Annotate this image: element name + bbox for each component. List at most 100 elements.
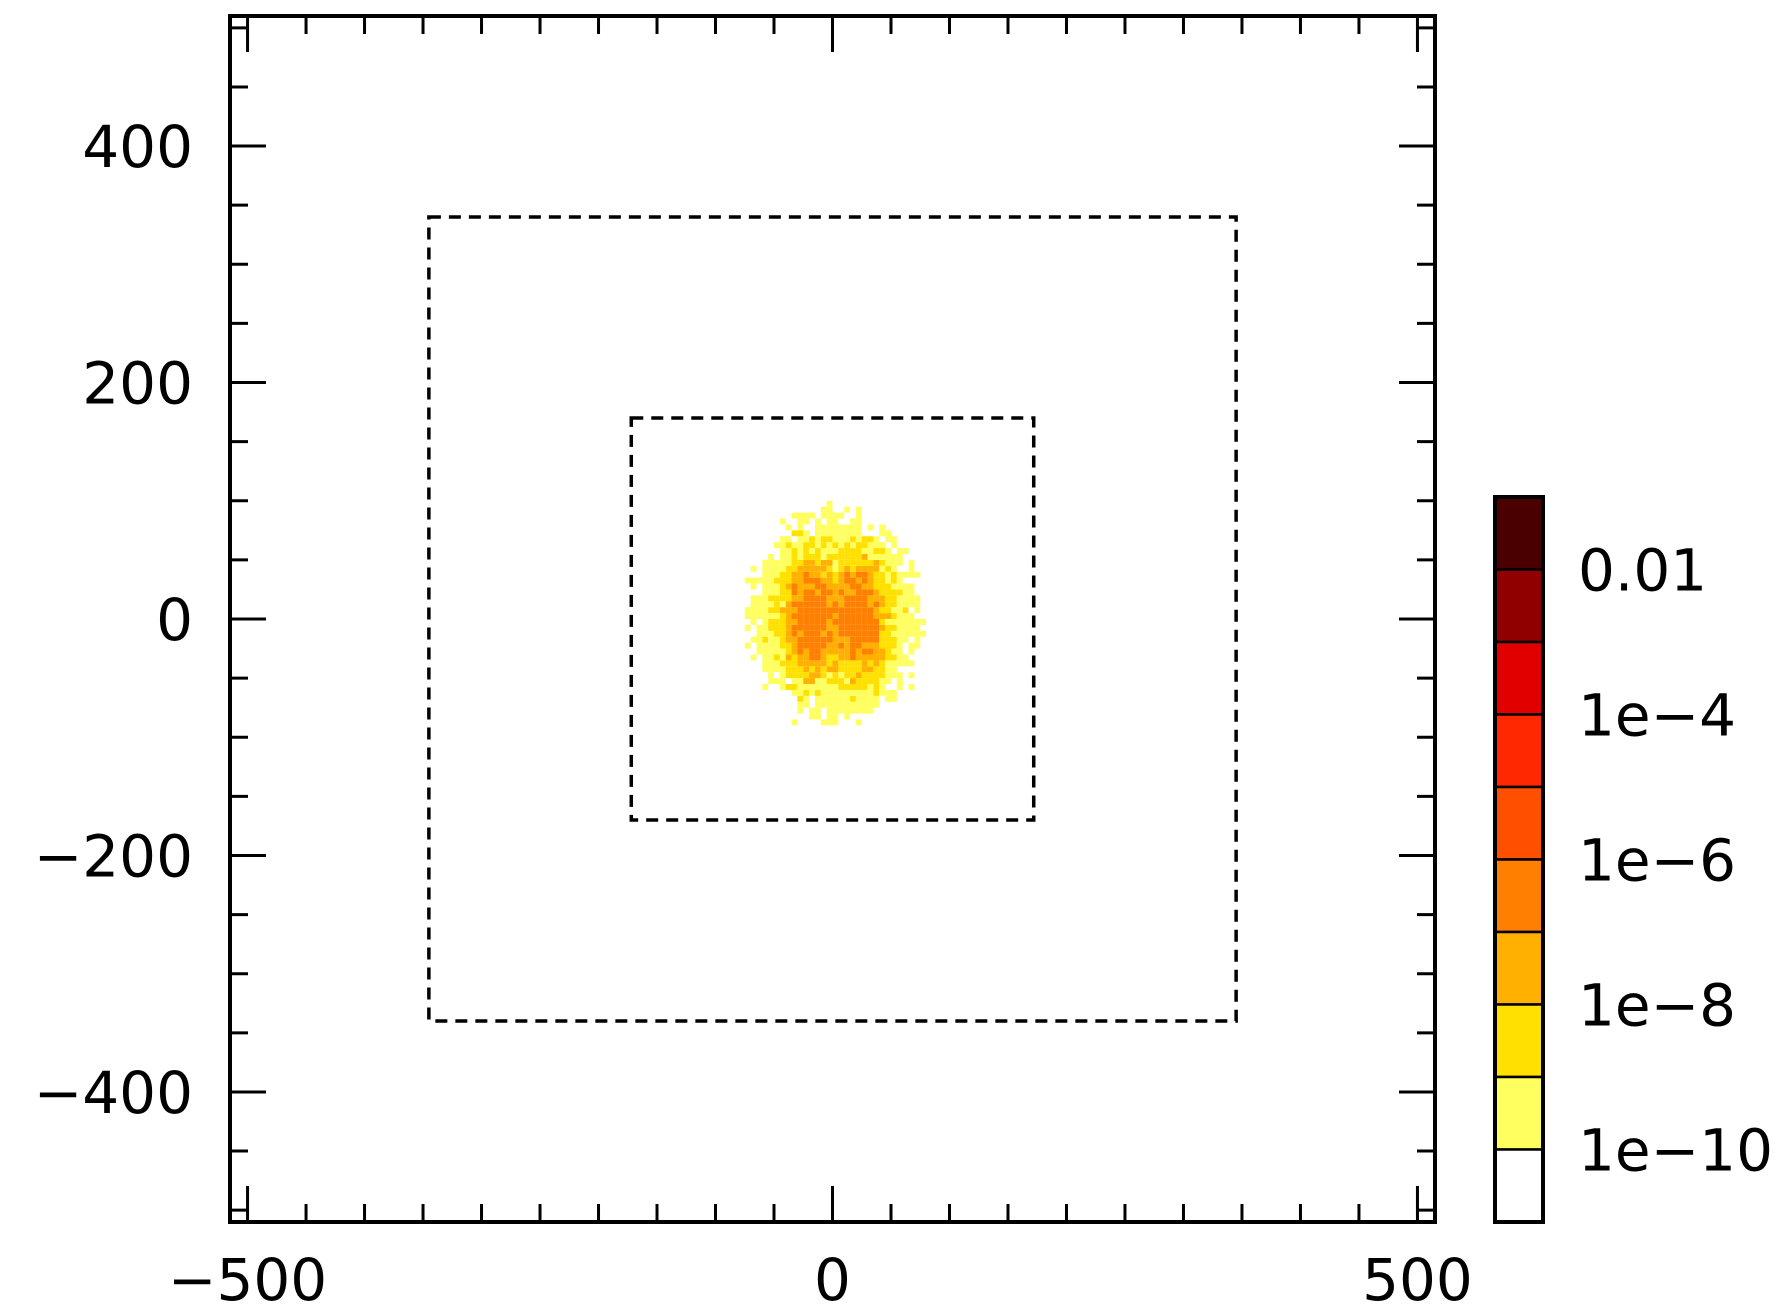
density-cell — [785, 654, 792, 661]
density-cell — [844, 684, 851, 690]
density-cell — [879, 613, 886, 619]
density-cell — [891, 672, 897, 679]
density-cell — [844, 713, 851, 720]
density-cell — [844, 630, 851, 637]
density-cell — [832, 689, 839, 696]
density-cell — [797, 553, 804, 560]
density-cell — [820, 701, 827, 708]
density-cell — [779, 577, 786, 584]
density-cell — [774, 571, 780, 578]
density-cell — [844, 613, 851, 619]
density-cell — [774, 613, 780, 619]
density-cell — [873, 559, 880, 566]
density-cell — [785, 660, 792, 667]
density-cell — [896, 678, 903, 685]
density-cell — [902, 601, 909, 608]
density-cell — [826, 648, 833, 655]
density-cell — [908, 559, 915, 566]
density-cell — [779, 589, 786, 596]
density-cell — [850, 601, 856, 608]
density-cell — [779, 684, 786, 690]
density-cell — [891, 601, 897, 608]
dashed-region-rectangle — [427, 215, 1238, 1023]
density-cell — [885, 530, 891, 537]
density-cell — [779, 548, 786, 554]
density-cell — [826, 707, 833, 714]
density-cell — [844, 553, 851, 560]
density-cell — [861, 701, 868, 708]
colorbar-cell — [1493, 495, 1545, 571]
density-cell — [814, 713, 821, 720]
density-cell — [785, 589, 792, 596]
density-cell — [803, 689, 810, 696]
density-cell — [855, 553, 862, 560]
density-cell — [891, 695, 897, 702]
density-cell — [832, 548, 839, 554]
density-cell — [809, 642, 815, 649]
density-cell — [814, 595, 821, 602]
density-cell — [855, 642, 862, 649]
density-cell — [850, 672, 856, 679]
density-cell — [779, 630, 786, 637]
density-cell — [826, 701, 833, 708]
density-cell — [855, 607, 862, 614]
density-cell — [762, 619, 769, 625]
density-cell — [838, 695, 845, 702]
density-cell — [850, 595, 856, 602]
density-cell — [850, 684, 856, 690]
density-cell — [838, 666, 845, 673]
density-cell — [820, 559, 827, 566]
density-cell — [768, 577, 775, 584]
density-cell — [832, 695, 839, 702]
density-cell — [768, 654, 775, 661]
density-cell — [791, 619, 798, 625]
density-cell — [774, 542, 780, 549]
density-cell — [797, 689, 804, 696]
density-cell — [762, 684, 769, 690]
density-cell — [832, 630, 839, 637]
density-cell — [855, 678, 862, 685]
density-cell — [891, 666, 897, 673]
density-cell — [885, 666, 891, 673]
density-cell — [832, 613, 839, 619]
density-cell — [832, 713, 839, 720]
x-tick-label: 500 — [1362, 1246, 1473, 1309]
density-cell — [844, 660, 851, 667]
density-cell — [803, 678, 810, 685]
density-cell — [867, 553, 874, 560]
density-cell — [850, 654, 856, 661]
density-cell — [756, 642, 763, 649]
y-tick-label: 0 — [156, 586, 193, 654]
density-cell — [814, 601, 821, 608]
density-cell — [768, 630, 775, 637]
density-cell — [814, 695, 821, 702]
density-cell — [920, 630, 927, 637]
density-cell — [791, 684, 798, 690]
density-cell — [902, 630, 909, 637]
density-cell — [809, 678, 815, 685]
density-cell — [826, 577, 833, 584]
density-cell — [867, 536, 874, 543]
density-cell — [826, 559, 833, 566]
density-cell — [768, 565, 775, 572]
density-cell — [867, 583, 874, 590]
density-cell — [867, 701, 874, 708]
density-cell — [844, 701, 851, 708]
y-tick-label: 200 — [82, 350, 193, 418]
density-cell — [768, 595, 775, 602]
density-cell — [861, 577, 868, 584]
density-cell — [768, 666, 775, 673]
density-cell — [920, 619, 927, 625]
density-cell — [879, 619, 886, 625]
density-cell — [896, 613, 903, 619]
density-cell — [814, 530, 821, 537]
density-cell — [832, 707, 839, 714]
density-cell — [885, 583, 891, 590]
density-cell — [844, 707, 851, 714]
density-cell — [756, 630, 763, 637]
density-cell — [803, 624, 810, 631]
density-cell — [891, 660, 897, 667]
density-cell — [814, 583, 821, 590]
density-cell — [785, 524, 792, 531]
density-cell — [914, 630, 921, 637]
